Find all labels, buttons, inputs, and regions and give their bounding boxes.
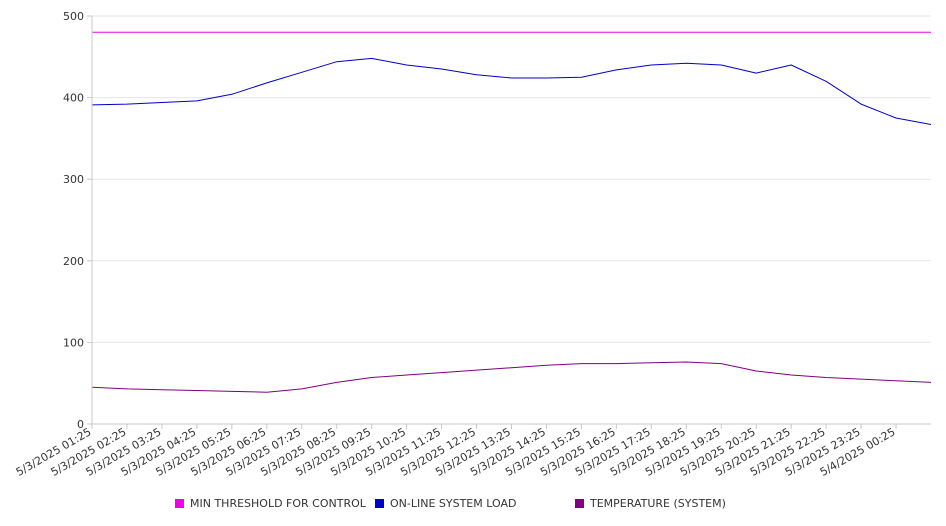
legend-item-min-threshold[interactable]: MIN THRESHOLD FOR CONTROL [175, 497, 366, 510]
legend-item-system-load[interactable]: ON-LINE SYSTEM LOAD [375, 497, 516, 510]
legend-label-system-load: ON-LINE SYSTEM LOAD [390, 497, 517, 510]
legend-swatch-temperature [575, 499, 584, 508]
y-tick-label: 400 [63, 92, 84, 105]
legend-swatch-system-load [375, 499, 384, 508]
legend-item-temperature[interactable]: TEMPERATURE (SYSTEM) [575, 497, 726, 510]
y-axis-ticks: 0 100 200 300 400 500 [63, 10, 92, 431]
series-lines [91, 31, 932, 393]
legend-swatch-min-threshold [175, 499, 184, 508]
x-axis-ticks: 5/3/2025 01:255/3/2025 02:255/3/2025 03:… [14, 424, 898, 479]
legend-label-temperature: TEMPERATURE (SYSTEM) [590, 497, 726, 510]
legend: MIN THRESHOLD FOR CONTROL ON-LINE SYSTEM… [0, 497, 946, 515]
y-tick-label: 0 [77, 418, 84, 431]
y-tick-label: 500 [63, 10, 84, 23]
y-tick-label: 100 [63, 336, 84, 349]
y-tick-label: 200 [63, 255, 84, 268]
series-line-1 [91, 57, 932, 125]
legend-label-min-threshold: MIN THRESHOLD FOR CONTROL [190, 497, 366, 510]
y-tick-label: 300 [63, 173, 84, 186]
axes [91, 16, 931, 425]
grid-lines [92, 15, 931, 343]
series-line-2 [91, 361, 932, 393]
